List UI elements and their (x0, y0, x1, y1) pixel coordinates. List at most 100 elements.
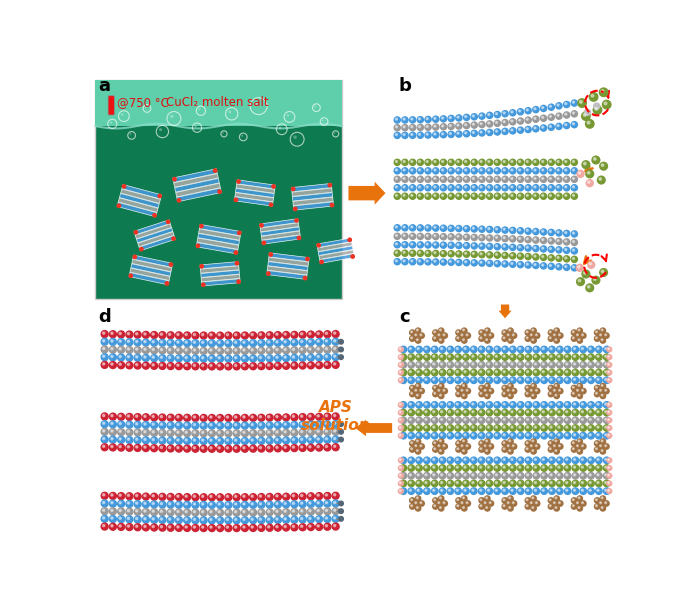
Circle shape (517, 236, 524, 242)
Circle shape (402, 177, 408, 183)
Circle shape (415, 502, 416, 504)
Circle shape (440, 159, 447, 165)
Circle shape (447, 488, 454, 494)
Circle shape (192, 501, 199, 509)
Circle shape (177, 510, 179, 513)
Circle shape (134, 421, 141, 428)
Circle shape (483, 388, 489, 394)
Circle shape (410, 441, 415, 446)
Circle shape (103, 355, 105, 357)
Circle shape (479, 130, 485, 136)
Circle shape (603, 346, 610, 352)
Circle shape (502, 498, 508, 503)
Circle shape (502, 386, 508, 391)
Circle shape (550, 125, 552, 127)
Circle shape (447, 425, 454, 431)
Circle shape (479, 330, 484, 335)
Circle shape (581, 466, 583, 468)
Circle shape (565, 266, 567, 268)
Circle shape (185, 495, 188, 498)
Circle shape (334, 509, 336, 511)
Circle shape (533, 402, 540, 408)
Circle shape (250, 339, 257, 347)
Circle shape (136, 340, 138, 343)
Circle shape (408, 370, 414, 376)
Circle shape (448, 132, 454, 138)
Circle shape (142, 524, 149, 531)
Circle shape (127, 446, 130, 448)
Circle shape (109, 523, 116, 530)
Circle shape (269, 253, 272, 256)
Circle shape (142, 437, 149, 444)
Circle shape (447, 472, 454, 479)
Circle shape (209, 347, 216, 354)
Circle shape (119, 494, 121, 496)
Circle shape (332, 523, 339, 530)
Circle shape (600, 506, 606, 511)
Circle shape (488, 114, 490, 116)
Circle shape (472, 418, 474, 421)
Circle shape (226, 431, 228, 434)
Circle shape (541, 346, 547, 352)
Circle shape (531, 328, 536, 333)
Circle shape (503, 178, 505, 180)
Circle shape (564, 122, 570, 129)
Circle shape (332, 436, 339, 443)
Circle shape (276, 349, 278, 351)
Circle shape (456, 226, 462, 232)
Circle shape (533, 370, 540, 376)
Circle shape (233, 340, 240, 347)
Circle shape (605, 426, 607, 428)
Circle shape (511, 378, 513, 381)
Circle shape (556, 480, 563, 486)
Circle shape (425, 184, 431, 191)
Circle shape (510, 128, 516, 134)
Circle shape (503, 121, 505, 122)
Circle shape (487, 434, 489, 436)
Circle shape (517, 362, 524, 368)
Circle shape (440, 377, 446, 384)
Circle shape (457, 235, 459, 237)
Circle shape (554, 384, 559, 389)
Circle shape (603, 370, 610, 376)
Circle shape (580, 362, 587, 368)
Circle shape (183, 347, 190, 354)
Circle shape (408, 465, 414, 471)
Circle shape (463, 193, 470, 199)
Circle shape (202, 357, 204, 359)
Circle shape (243, 518, 245, 520)
Circle shape (403, 133, 405, 135)
Circle shape (526, 466, 528, 468)
Circle shape (142, 354, 149, 362)
Circle shape (448, 184, 454, 191)
Circle shape (580, 480, 587, 486)
Circle shape (276, 416, 278, 418)
Circle shape (440, 355, 442, 357)
Circle shape (448, 225, 454, 231)
Circle shape (503, 169, 505, 171)
Circle shape (463, 394, 464, 396)
Circle shape (508, 393, 513, 399)
Circle shape (447, 402, 454, 408)
Circle shape (542, 126, 544, 128)
Circle shape (102, 354, 108, 360)
Circle shape (433, 371, 435, 373)
Circle shape (150, 414, 158, 421)
Circle shape (426, 178, 428, 180)
Circle shape (408, 354, 414, 360)
Circle shape (533, 125, 539, 132)
Circle shape (588, 472, 594, 479)
Circle shape (410, 242, 416, 248)
Circle shape (480, 392, 482, 394)
Circle shape (525, 159, 531, 165)
Circle shape (588, 362, 594, 368)
Circle shape (582, 112, 590, 121)
Circle shape (496, 236, 498, 239)
Circle shape (556, 425, 563, 431)
Circle shape (317, 423, 319, 424)
Circle shape (605, 378, 607, 381)
Polygon shape (261, 227, 300, 236)
Circle shape (549, 417, 555, 424)
Circle shape (209, 332, 216, 339)
Circle shape (209, 438, 216, 445)
